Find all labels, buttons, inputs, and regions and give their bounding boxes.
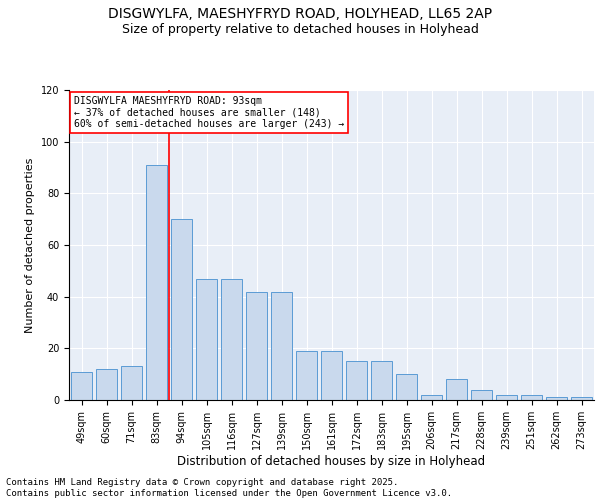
- Bar: [171, 219, 192, 400]
- Text: DISGWYLFA, MAESHYFRYD ROAD, HOLYHEAD, LL65 2AP: DISGWYLFA, MAESHYFRYD ROAD, HOLYHEAD, LL…: [108, 8, 492, 22]
- Bar: [221, 278, 242, 400]
- Bar: [271, 292, 292, 400]
- Bar: [71, 372, 92, 400]
- Bar: [346, 361, 367, 400]
- Bar: [321, 351, 342, 400]
- Bar: [396, 374, 417, 400]
- Bar: [146, 165, 167, 400]
- Text: Size of property relative to detached houses in Holyhead: Size of property relative to detached ho…: [122, 24, 478, 36]
- Bar: [371, 361, 392, 400]
- Text: Contains HM Land Registry data © Crown copyright and database right 2025.
Contai: Contains HM Land Registry data © Crown c…: [6, 478, 452, 498]
- Bar: [496, 395, 517, 400]
- Y-axis label: Number of detached properties: Number of detached properties: [25, 158, 35, 332]
- Text: DISGWYLFA MAESHYFRYD ROAD: 93sqm
← 37% of detached houses are smaller (148)
60% : DISGWYLFA MAESHYFRYD ROAD: 93sqm ← 37% o…: [74, 96, 344, 130]
- Bar: [471, 390, 492, 400]
- X-axis label: Distribution of detached houses by size in Holyhead: Distribution of detached houses by size …: [178, 454, 485, 468]
- Bar: [446, 380, 467, 400]
- Bar: [571, 398, 592, 400]
- Bar: [296, 351, 317, 400]
- Bar: [421, 395, 442, 400]
- Bar: [521, 395, 542, 400]
- Bar: [96, 369, 117, 400]
- Bar: [246, 292, 267, 400]
- Bar: [546, 398, 567, 400]
- Bar: [196, 278, 217, 400]
- Bar: [121, 366, 142, 400]
